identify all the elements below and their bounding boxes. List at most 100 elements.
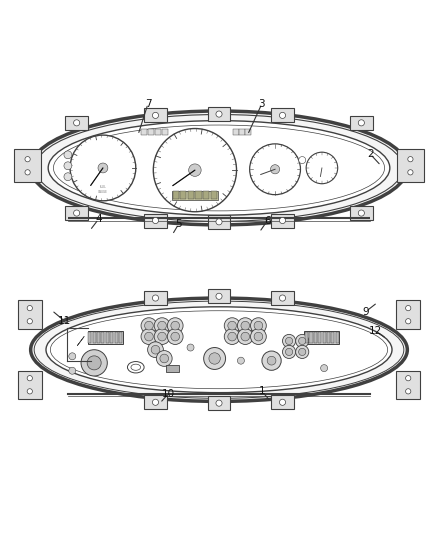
Circle shape: [158, 321, 166, 330]
FancyBboxPatch shape: [332, 332, 335, 343]
Circle shape: [27, 305, 32, 311]
Circle shape: [224, 329, 240, 344]
FancyBboxPatch shape: [322, 332, 326, 343]
FancyBboxPatch shape: [211, 191, 217, 199]
Circle shape: [74, 210, 80, 216]
FancyBboxPatch shape: [172, 190, 218, 200]
Circle shape: [299, 337, 306, 344]
Circle shape: [224, 318, 240, 334]
Circle shape: [74, 120, 80, 126]
Bar: [155, 130, 161, 135]
Circle shape: [279, 217, 286, 223]
FancyBboxPatch shape: [208, 289, 230, 303]
FancyBboxPatch shape: [173, 191, 179, 199]
Ellipse shape: [31, 298, 407, 401]
Circle shape: [283, 334, 296, 348]
Circle shape: [358, 120, 364, 126]
Circle shape: [156, 351, 172, 366]
Circle shape: [408, 157, 413, 162]
Text: FUEL: FUEL: [99, 185, 106, 189]
Circle shape: [70, 135, 136, 201]
Circle shape: [306, 152, 338, 184]
Text: 12: 12: [369, 326, 382, 336]
Text: 5: 5: [175, 219, 182, 229]
Circle shape: [145, 321, 153, 330]
Text: 9: 9: [362, 306, 369, 317]
FancyBboxPatch shape: [208, 107, 230, 121]
FancyBboxPatch shape: [18, 301, 42, 329]
FancyBboxPatch shape: [97, 332, 100, 343]
Circle shape: [216, 111, 222, 117]
FancyBboxPatch shape: [92, 332, 95, 343]
Bar: [233, 130, 239, 135]
Text: 11: 11: [58, 316, 71, 326]
Circle shape: [171, 321, 180, 330]
Text: 3: 3: [258, 99, 265, 109]
Text: 4: 4: [95, 214, 102, 224]
Circle shape: [237, 357, 244, 364]
Circle shape: [98, 163, 108, 173]
Circle shape: [406, 389, 411, 394]
Circle shape: [187, 344, 194, 351]
Circle shape: [141, 329, 157, 344]
Bar: [245, 130, 251, 135]
Circle shape: [241, 332, 250, 341]
Circle shape: [27, 319, 32, 324]
Circle shape: [321, 365, 328, 372]
FancyBboxPatch shape: [305, 332, 308, 343]
FancyBboxPatch shape: [14, 149, 41, 182]
FancyBboxPatch shape: [309, 332, 313, 343]
FancyBboxPatch shape: [106, 332, 109, 343]
Circle shape: [152, 295, 159, 301]
Bar: [239, 130, 245, 135]
Circle shape: [153, 128, 237, 212]
Circle shape: [167, 329, 183, 344]
Circle shape: [151, 345, 160, 354]
Circle shape: [251, 318, 266, 334]
FancyBboxPatch shape: [110, 332, 113, 343]
Ellipse shape: [31, 111, 407, 225]
Circle shape: [271, 165, 279, 174]
Bar: [148, 130, 154, 135]
FancyBboxPatch shape: [18, 370, 42, 399]
Circle shape: [286, 348, 293, 356]
FancyBboxPatch shape: [144, 291, 167, 305]
Bar: [162, 130, 168, 135]
Text: 1: 1: [258, 386, 265, 397]
FancyBboxPatch shape: [350, 206, 373, 220]
FancyBboxPatch shape: [188, 191, 194, 199]
Circle shape: [237, 329, 253, 344]
Circle shape: [228, 332, 237, 341]
Circle shape: [167, 318, 183, 334]
FancyBboxPatch shape: [101, 332, 104, 343]
Circle shape: [296, 334, 309, 348]
FancyBboxPatch shape: [166, 365, 179, 373]
Circle shape: [251, 329, 266, 344]
Circle shape: [406, 305, 411, 311]
FancyBboxPatch shape: [397, 149, 424, 182]
FancyBboxPatch shape: [271, 108, 294, 123]
Bar: [141, 130, 147, 135]
Circle shape: [228, 321, 237, 330]
Ellipse shape: [46, 307, 392, 393]
Circle shape: [152, 112, 159, 118]
Circle shape: [262, 351, 281, 370]
Circle shape: [279, 112, 286, 118]
Text: GAUGE: GAUGE: [98, 190, 108, 193]
Circle shape: [152, 399, 159, 405]
Circle shape: [160, 354, 169, 363]
FancyBboxPatch shape: [336, 332, 339, 343]
Circle shape: [69, 353, 76, 360]
FancyBboxPatch shape: [180, 191, 186, 199]
FancyBboxPatch shape: [88, 331, 123, 344]
Circle shape: [408, 169, 413, 175]
FancyBboxPatch shape: [396, 370, 420, 399]
Circle shape: [145, 332, 153, 341]
Circle shape: [154, 318, 170, 334]
Circle shape: [209, 353, 220, 364]
Circle shape: [267, 356, 276, 365]
Circle shape: [152, 217, 159, 223]
Circle shape: [286, 337, 293, 344]
Circle shape: [154, 329, 170, 344]
FancyBboxPatch shape: [318, 332, 321, 343]
